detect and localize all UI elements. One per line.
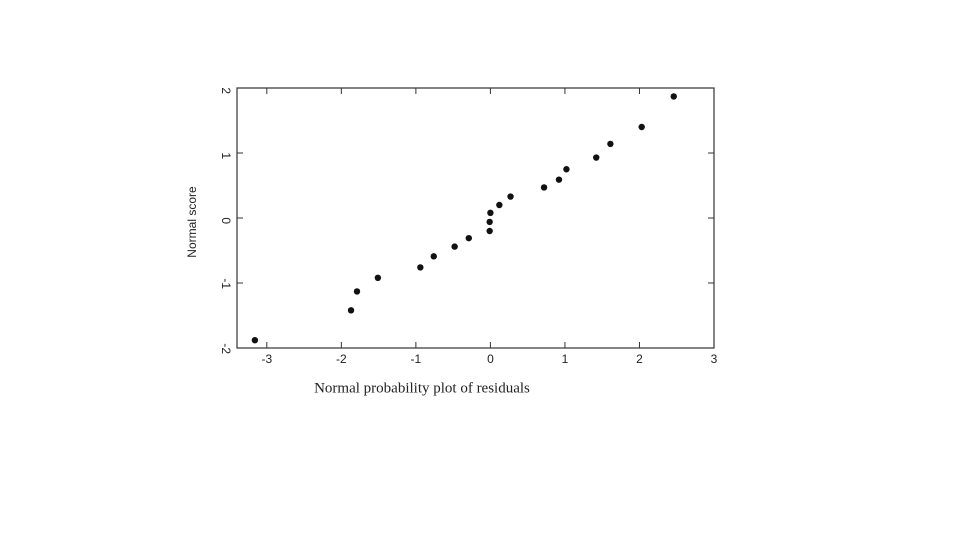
point	[451, 243, 458, 250]
point	[540, 184, 548, 191]
point	[496, 201, 503, 209]
point	[465, 234, 472, 242]
x-axis-label: Normal probability plot of residuals	[314, 380, 530, 396]
y-tick-label: 1	[219, 152, 233, 159]
x-tick-label: -2	[336, 352, 347, 366]
point	[347, 307, 355, 314]
point	[555, 176, 563, 183]
point	[638, 123, 645, 131]
y-tick-label: -1	[219, 278, 233, 289]
point	[486, 227, 493, 235]
point	[353, 288, 361, 295]
point	[670, 93, 677, 100]
point	[417, 264, 424, 271]
y-tick-label: -2	[219, 343, 233, 354]
y-tick-label: 0	[219, 217, 233, 224]
x-tick-label: 1	[562, 352, 569, 366]
point	[374, 274, 382, 281]
point	[486, 218, 493, 226]
x-tick-label: -1	[411, 352, 422, 366]
point	[487, 209, 494, 216]
x-tick-label: -3	[261, 352, 272, 366]
point	[507, 193, 514, 200]
y-tick-label: 2	[219, 87, 233, 94]
x-tick-label: 2	[636, 352, 643, 366]
x-tick-label: 3	[711, 352, 718, 366]
point	[251, 337, 259, 344]
point	[607, 140, 614, 148]
point	[563, 166, 570, 173]
point	[430, 253, 437, 260]
y-axis-label: Normal score	[185, 186, 199, 258]
point	[593, 154, 600, 161]
x-tick-label: 0	[487, 352, 494, 366]
